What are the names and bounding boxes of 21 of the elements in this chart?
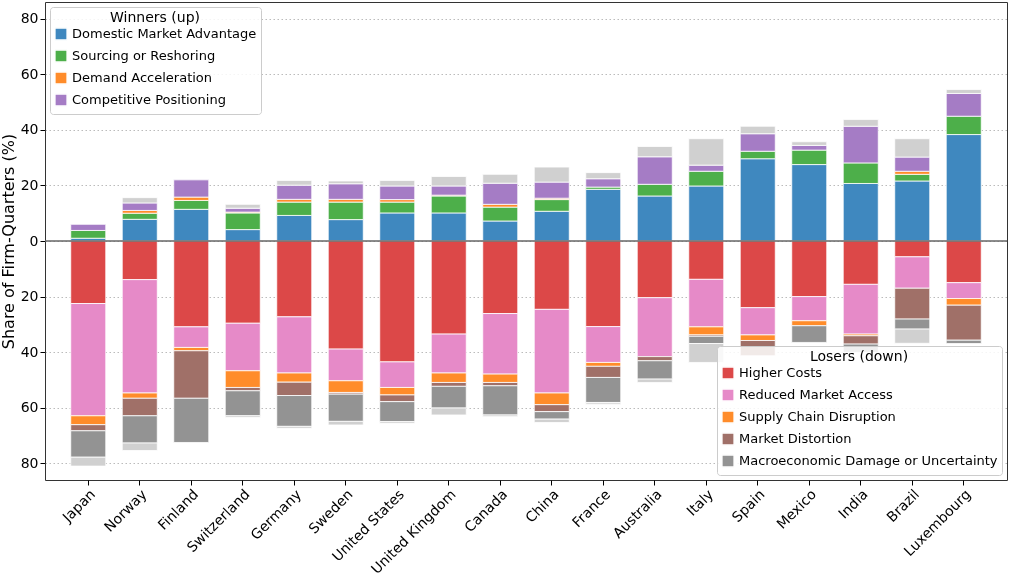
y-tick-label: 40 [20,121,39,138]
text: Losers (down) [809,348,909,364]
legend-label: Demand Acceleration [72,70,213,85]
y-tick-label: 40 [20,343,39,360]
legend-label: Domestic Market Advantage [72,26,257,41]
legend-label: Higher Costs [739,365,823,380]
y-tick-label: 20 [20,288,39,305]
y-tick-label: 80 [20,10,39,27]
legend-label: Sourcing or Reshoring [72,48,216,63]
legend-label: Macroeconomic Damage or Uncertainty [739,453,998,468]
y-tick-label: 60 [20,399,39,416]
y-tick-label: 0 [29,232,39,249]
y-tick-label: 20 [20,176,39,193]
y-tick-label: 80 [20,454,39,471]
text: Winners (up) [110,9,200,25]
legend-label: Competitive Positioning [72,92,226,107]
y-tick-label: 60 [20,65,39,82]
legend-label: Reduced Market Access [739,387,894,402]
y-axis-title: Share of Firm-Quarters (%) [0,133,18,350]
legend-label: Market Distortion [739,431,852,446]
legend-label: Supply Chain Disruption [739,409,896,424]
